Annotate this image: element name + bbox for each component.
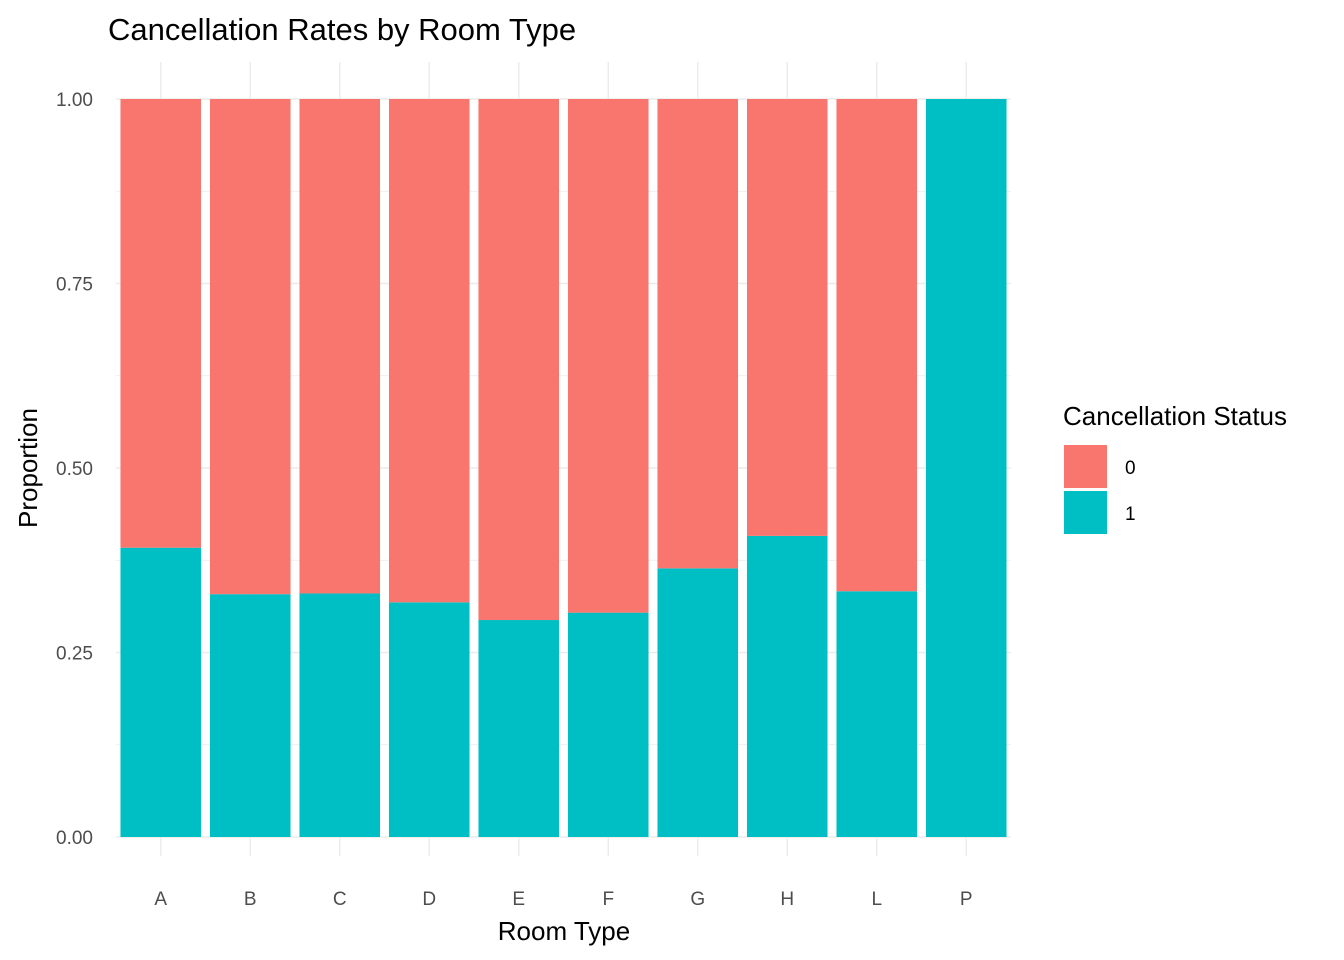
bar-a-status-0: [120, 99, 202, 548]
bar-a-status-1: [120, 547, 202, 837]
bar-b-status-1: [209, 594, 291, 837]
x-tick-label: H: [780, 889, 794, 910]
legend-label-0: 0: [1125, 458, 1136, 479]
y-tick-label: 0.00: [56, 828, 93, 849]
bar-h-status-0: [746, 99, 828, 536]
bars: [120, 99, 1007, 837]
x-tick-label: L: [871, 889, 882, 910]
legend-key-0: [1064, 445, 1107, 488]
bar-e-status-0: [478, 99, 560, 621]
y-tick-label: 1.00: [56, 90, 93, 111]
y-tick-label: 0.25: [56, 644, 93, 665]
x-tick-label: B: [244, 889, 257, 910]
bar-h-status-1: [746, 535, 828, 837]
bar-b-status-0: [209, 99, 291, 595]
x-axis-title: Room Type: [498, 916, 630, 946]
x-tick-label: G: [690, 889, 705, 910]
legend-key-1: [1064, 491, 1107, 534]
bar-d-status-1: [388, 602, 470, 837]
bar-c-status-1: [299, 593, 381, 837]
bar-p-status-1: [925, 99, 1007, 837]
bar-g-status-0: [657, 99, 739, 569]
y-axis-title: Proportion: [13, 408, 43, 528]
bar-g-status-1: [657, 568, 739, 837]
bar-d-status-0: [388, 99, 470, 603]
x-tick-label: A: [154, 889, 167, 910]
legend-title: Cancellation Status: [1063, 401, 1287, 431]
x-tick-label: E: [512, 889, 525, 910]
bar-f-status-0: [567, 99, 649, 613]
bar-e-status-1: [478, 620, 560, 837]
x-tick-label: D: [422, 889, 436, 910]
x-tick-label: P: [960, 889, 973, 910]
y-tick-label: 0.50: [56, 459, 93, 480]
x-tick-label: F: [602, 889, 614, 910]
legend-label-1: 1: [1125, 504, 1136, 525]
bar-l-status-1: [836, 591, 918, 837]
y-tick-label: 0.75: [56, 275, 93, 296]
bar-f-status-1: [567, 612, 649, 837]
bar-l-status-0: [836, 99, 918, 592]
y-ticks: 0.00 0.25 0.50 0.75 1.00: [56, 90, 93, 849]
legend: Cancellation Status 0 1: [1063, 401, 1287, 534]
bar-c-status-0: [299, 99, 381, 594]
chart-title: Cancellation Rates by Room Type: [108, 12, 576, 47]
x-tick-label: C: [333, 889, 347, 910]
